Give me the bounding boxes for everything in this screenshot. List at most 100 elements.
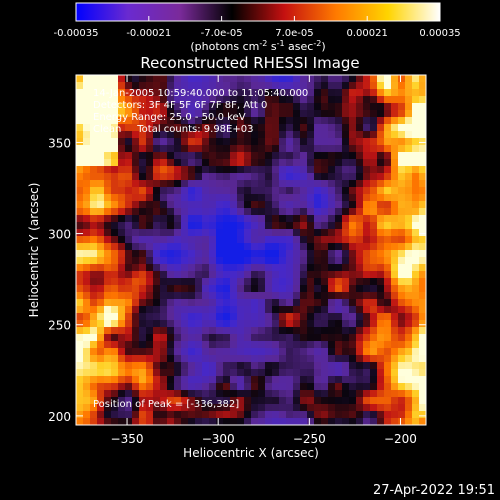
heatmap-cell	[167, 327, 175, 335]
heatmap-cell	[76, 369, 84, 377]
heatmap-cell	[307, 131, 315, 139]
heatmap-cell	[167, 348, 175, 356]
heatmap-cell	[111, 138, 119, 146]
heatmap-cell	[244, 187, 252, 195]
heatmap-cell	[286, 271, 294, 279]
heatmap-cell	[167, 145, 175, 153]
heatmap-cell	[363, 250, 371, 258]
heatmap-cell	[398, 334, 406, 342]
heatmap-cell	[97, 124, 105, 132]
heatmap-cell	[139, 145, 147, 153]
heatmap-cell	[398, 376, 406, 384]
heatmap-cell	[153, 124, 161, 132]
heatmap-cell	[195, 166, 203, 174]
heatmap-cell	[307, 243, 315, 251]
heatmap-cell	[391, 320, 399, 328]
heatmap-cell	[202, 327, 210, 335]
heatmap-cell	[111, 131, 119, 139]
heatmap-cell	[104, 278, 112, 286]
heatmap-cell	[300, 327, 308, 335]
heatmap-cell	[335, 313, 343, 321]
heatmap-cell	[300, 145, 308, 153]
heatmap-cell	[76, 390, 84, 398]
heatmap-cell	[300, 348, 308, 356]
heatmap-cell	[314, 418, 322, 425]
heatmap-cell	[132, 383, 140, 391]
heatmap-cell	[391, 173, 399, 181]
heatmap-cell	[244, 222, 252, 230]
heatmap-cell	[104, 271, 112, 279]
heatmap-cell	[153, 348, 161, 356]
heatmap-cell	[90, 285, 98, 293]
heatmap-cell	[118, 327, 126, 335]
heatmap-cell	[363, 152, 371, 160]
heatmap-cell	[181, 89, 189, 97]
heatmap-cell	[328, 264, 336, 272]
heatmap-cell	[391, 159, 399, 167]
heatmap-cell	[195, 96, 203, 104]
heatmap-cell	[132, 201, 140, 209]
heatmap-cell	[244, 348, 252, 356]
heatmap-cell	[174, 201, 182, 209]
heatmap-cell	[132, 257, 140, 265]
heatmap-cell	[321, 208, 329, 216]
heatmap-cell	[237, 229, 245, 237]
heatmap-cell	[174, 187, 182, 195]
heatmap-cell	[384, 257, 392, 265]
heatmap-cell	[300, 355, 308, 363]
heatmap-cell	[209, 89, 217, 97]
heatmap-cell	[251, 82, 259, 90]
heatmap-cell	[97, 138, 105, 146]
heatmap-cell	[195, 117, 203, 125]
heatmap-cell	[90, 173, 98, 181]
heatmap-cell	[97, 117, 105, 125]
heatmap-cell	[356, 89, 364, 97]
heatmap-cell	[412, 152, 420, 160]
heatmap-cell	[349, 138, 357, 146]
heatmap-cell	[272, 89, 280, 97]
heatmap-cell	[272, 208, 280, 216]
heatmap-cell	[307, 236, 315, 244]
heatmap-cell	[223, 201, 231, 209]
heatmap-cell	[384, 306, 392, 314]
heatmap-cell	[412, 173, 420, 181]
heatmap-cell	[293, 180, 301, 188]
heatmap-cell	[125, 208, 133, 216]
heatmap-cell	[181, 271, 189, 279]
heatmap-cell	[97, 96, 105, 104]
heatmap-cell	[328, 376, 336, 384]
heatmap-cell	[412, 187, 420, 195]
heatmap-cell	[76, 82, 84, 90]
heatmap-cell	[272, 152, 280, 160]
heatmap-cell	[195, 138, 203, 146]
heatmap-cell	[377, 82, 385, 90]
heatmap-cell	[181, 411, 189, 419]
heatmap-cell	[279, 236, 287, 244]
heatmap-cell	[405, 327, 413, 335]
heatmap-cell	[335, 215, 343, 223]
heatmap-cell	[293, 313, 301, 321]
heatmap-cell	[202, 264, 210, 272]
heatmap-cell	[223, 243, 231, 251]
heatmap-cell	[293, 390, 301, 398]
heatmap-cell	[237, 271, 245, 279]
heatmap-cell	[76, 96, 84, 104]
heatmap-cell	[335, 278, 343, 286]
heatmap-cell	[251, 334, 259, 342]
heatmap-cell	[97, 292, 105, 300]
heatmap-cell	[139, 320, 147, 328]
heatmap-cell	[265, 131, 273, 139]
heatmap-cell	[188, 131, 196, 139]
heatmap-cell	[97, 313, 105, 321]
heatmap-cell	[216, 334, 224, 342]
heatmap-cell	[307, 383, 315, 391]
heatmap-cell	[223, 82, 231, 90]
heatmap-cell	[146, 327, 154, 335]
heatmap-cell	[153, 131, 161, 139]
heatmap-cell	[195, 306, 203, 314]
heatmap-cell	[384, 327, 392, 335]
heatmap-cell	[419, 82, 426, 90]
heatmap-cell	[328, 166, 336, 174]
heatmap-cell	[307, 355, 315, 363]
